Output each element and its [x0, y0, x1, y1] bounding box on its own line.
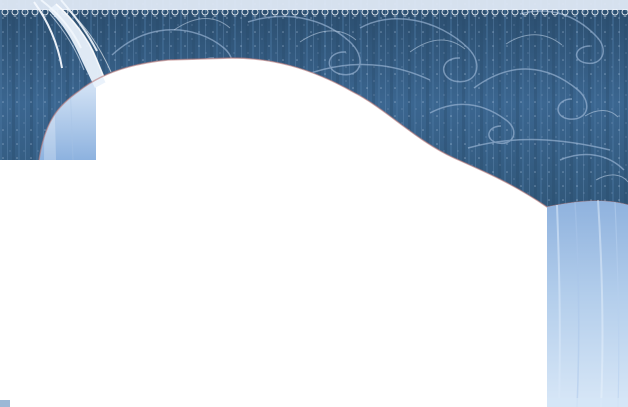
lace-trim-icon	[33, 0, 112, 88]
sheer-drape-right-icon	[547, 199, 628, 407]
curtain-edge-shadow	[38, 57, 628, 208]
corner-mark-icon	[0, 400, 10, 407]
